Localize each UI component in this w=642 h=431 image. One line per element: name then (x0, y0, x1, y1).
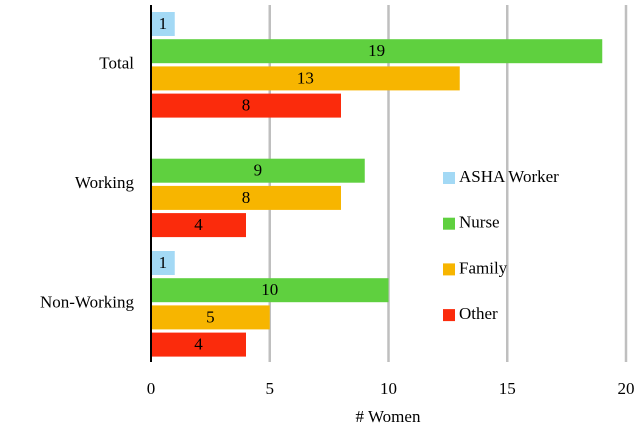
x-tick-label: 10 (380, 379, 397, 398)
y-tick-label: Total (99, 53, 134, 72)
legend-label: ASHA Worker (459, 167, 559, 186)
legend-label: Nurse (459, 213, 500, 232)
legend-swatch (443, 263, 455, 276)
x-tick-label: 5 (266, 379, 275, 398)
data-label: 10 (261, 280, 278, 299)
data-label: 19 (368, 41, 385, 60)
legend-label: Family (459, 258, 508, 277)
data-label: 4 (194, 215, 203, 234)
data-label: 4 (194, 335, 203, 354)
data-label: 1 (159, 253, 168, 272)
x-tick-label: 15 (499, 379, 516, 398)
x-tick-label: 20 (618, 379, 635, 398)
legend-swatch (443, 309, 455, 322)
x-tick-label: 0 (147, 379, 156, 398)
data-label: 13 (297, 68, 314, 87)
legend-swatch (443, 217, 455, 230)
bar (151, 332, 246, 357)
data-label: 9 (254, 161, 263, 180)
data-label: 8 (242, 188, 251, 207)
y-tick-label: Non-Working (40, 292, 135, 311)
bar (151, 213, 246, 238)
data-label: 8 (242, 96, 251, 115)
bar (151, 39, 603, 64)
bar (151, 93, 341, 118)
bar (151, 185, 341, 210)
legend-label: Other (459, 304, 498, 323)
y-tick-label: Working (75, 173, 135, 192)
bar (151, 278, 389, 303)
legend-swatch (443, 172, 455, 184)
data-label: 5 (206, 307, 215, 326)
bar (151, 251, 175, 275)
x-axis-title: # Women (356, 407, 421, 426)
bar (151, 305, 270, 330)
bar (151, 12, 175, 36)
data-label: 1 (159, 14, 168, 33)
bar (151, 66, 460, 91)
bar (151, 158, 365, 183)
